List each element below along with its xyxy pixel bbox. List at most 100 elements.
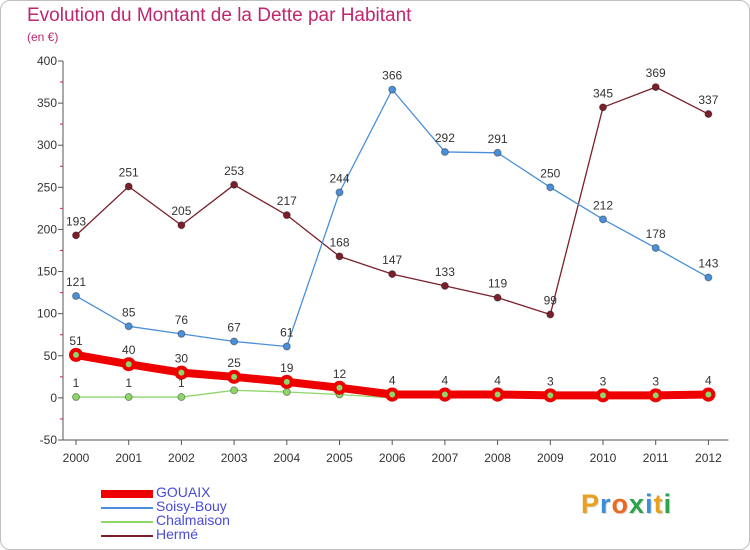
data-point-inner-gouaix [494, 391, 501, 398]
data-label-chalmaison: 1 [178, 376, 185, 390]
x-tick-label: 2004 [273, 451, 300, 465]
data-point-chalmaison [72, 393, 80, 402]
logo-letter: x [629, 489, 646, 519]
data-label-gouaix: 40 [122, 343, 136, 357]
data-label-soisy-bouy: 67 [227, 320, 241, 334]
data-point-soisy-bouy [177, 329, 186, 338]
data-label-gouaix: 4 [442, 374, 449, 388]
data-point-herm- [599, 103, 607, 112]
chart-subtitle: (en €) [27, 30, 59, 44]
chart-axes: -50 0 50 100 150 200 250 300 350 400 2000 2001 2002 2… [37, 54, 729, 465]
data-label-gouaix: 30 [175, 352, 189, 366]
data-point-herm- [72, 231, 80, 240]
data-point-herm- [440, 281, 449, 290]
data-label-herm-: 251 [119, 165, 139, 179]
y-tick-label: -50 [40, 433, 58, 447]
data-point-herm- [335, 252, 344, 261]
data-point-inner-gouaix [705, 391, 712, 398]
data-label-soisy-bouy: 85 [122, 305, 136, 319]
y-tick-label: 200 [37, 222, 57, 236]
x-tick-label: 2005 [326, 451, 353, 465]
data-point-herm- [282, 211, 291, 220]
logo-letter: i [645, 489, 654, 519]
proxiti-logo: Proxiti [581, 489, 672, 520]
data-label-herm-: 119 [488, 277, 507, 291]
data-label-soisy-bouy: 292 [435, 131, 455, 145]
data-point-inner-gouaix [652, 392, 659, 399]
data-label-herm-: 345 [593, 86, 613, 100]
x-tick-label: 2012 [695, 451, 722, 465]
data-label-herm-: 99 [544, 294, 558, 308]
data-label-soisy-bouy: 143 [698, 256, 718, 270]
data-point-herm- [124, 182, 133, 191]
x-tick-label: 2002 [168, 451, 195, 465]
y-tick-label: 250 [37, 180, 57, 194]
data-label-gouaix: 4 [494, 374, 501, 388]
data-label-herm-: 168 [329, 235, 349, 249]
data-point-inner-gouaix [389, 391, 396, 398]
data-label-herm-: 205 [171, 204, 191, 218]
data-label-herm-: 369 [646, 66, 666, 80]
data-label-soisy-bouy: 212 [593, 198, 613, 212]
data-point-soisy-bouy [599, 215, 607, 224]
logo-letter: t [653, 489, 664, 519]
data-label-gouaix: 19 [280, 361, 294, 375]
data-point-inner-gouaix [600, 392, 606, 399]
data-point-inner-gouaix [178, 369, 185, 376]
data-label-herm-: 253 [224, 164, 244, 178]
x-tick-label: 2009 [537, 451, 564, 465]
data-point-soisy-bouy [72, 291, 80, 300]
data-point-inner-gouaix [125, 361, 132, 368]
x-tick-label: 2011 [643, 451, 669, 465]
x-tick-label: 2006 [379, 451, 406, 465]
data-label-soisy-bouy: 121 [66, 275, 86, 289]
y-tick-label: 400 [37, 54, 57, 68]
data-point-chalmaison [124, 393, 133, 402]
data-label-herm-: 193 [66, 214, 86, 228]
data-point-soisy-bouy [335, 188, 344, 197]
legend-label: GOUAIX [156, 484, 211, 500]
logo-letter: o [611, 489, 630, 519]
legend-swatch [101, 535, 153, 537]
data-point-herm- [704, 110, 713, 119]
data-label-gouaix: 4 [705, 374, 712, 388]
data-labels-layer: 1932512052532171681471331199934536933712… [66, 66, 719, 390]
legend-label: Hermé [156, 526, 199, 542]
data-label-gouaix: 3 [652, 374, 659, 388]
data-point-chalmaison [230, 386, 239, 395]
legend-swatch [101, 507, 153, 509]
data-label-herm-: 133 [435, 265, 455, 279]
data-label-gouaix: 3 [547, 374, 554, 388]
data-label-gouaix: 3 [600, 374, 607, 388]
legend-label: Soisy-Bouy [156, 498, 227, 514]
data-label-gouaix: 12 [333, 367, 347, 381]
series-line-herm- [75, 86, 710, 316]
data-label-soisy-bouy: 76 [175, 313, 189, 327]
chart-title: Evolution du Montant de la Dette par Hab… [27, 5, 412, 26]
x-tick-label: 2008 [484, 451, 511, 465]
y-tick-label: 150 [37, 265, 57, 279]
series-layer [69, 83, 716, 403]
x-tick-label: 2001 [115, 451, 142, 465]
data-point-herm- [651, 83, 660, 92]
y-tick-label: 300 [37, 138, 57, 152]
data-label-soisy-bouy: 178 [646, 227, 666, 241]
data-label-herm-: 147 [382, 253, 402, 267]
y-tick-label: 350 [37, 96, 57, 110]
x-tick-label: 2000 [63, 451, 90, 465]
data-point-herm- [493, 293, 502, 302]
data-label-herm-: 337 [698, 93, 718, 107]
data-label-soisy-bouy: 291 [488, 132, 508, 146]
data-point-herm- [230, 180, 239, 189]
data-point-soisy-bouy [704, 273, 713, 282]
data-label-gouaix: 51 [69, 334, 83, 348]
data-point-inner-gouaix [73, 351, 79, 358]
data-point-inner-gouaix [441, 391, 448, 398]
data-point-herm- [388, 270, 397, 279]
data-label-chalmaison: 1 [73, 376, 80, 390]
y-tick-label: 0 [50, 391, 57, 405]
data-label-soisy-bouy: 61 [280, 326, 294, 340]
logo-letter: r [600, 489, 612, 519]
legend-label: Chalmaison [156, 512, 230, 528]
